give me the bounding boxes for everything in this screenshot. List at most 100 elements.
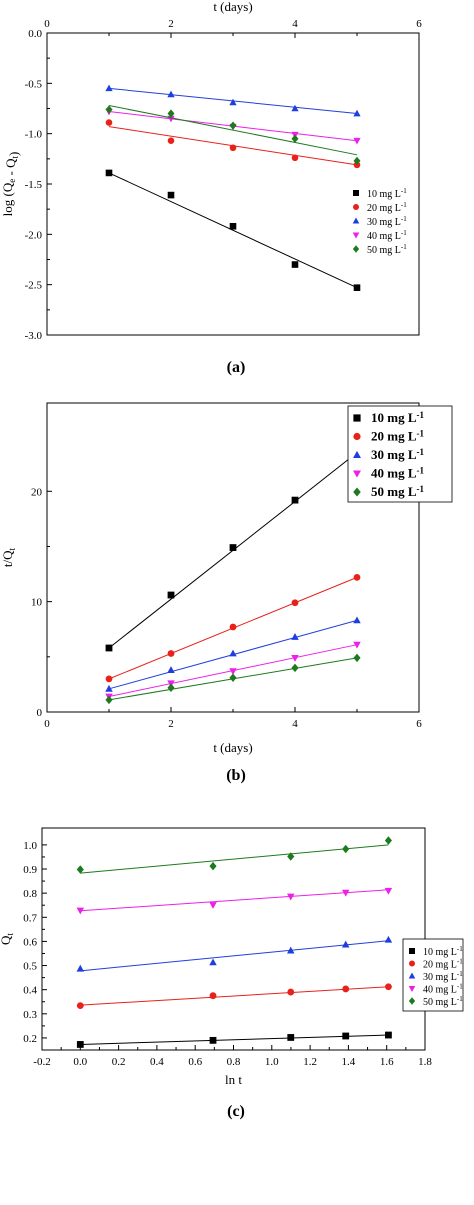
data-point (384, 935, 393, 943)
panel-b: 0 2 4 6 0 10 20 t (days) t/Qt 10 mg L-1 20 mg L-1 3… (0, 402, 453, 784)
data-point (105, 119, 113, 126)
y-tick-label: -1.0 (25, 129, 43, 141)
y-tick-label: 0.9 (23, 864, 37, 876)
series-1 (76, 1031, 392, 1048)
panel-c: -0.2 0.0 0.2 0.4 0.6 0.8 1.0 1.2 1.4 1.6 1.8 0.2 0.3… (0, 827, 464, 1120)
series-2 (105, 573, 361, 683)
data-point (291, 655, 299, 662)
data-point (287, 1034, 295, 1041)
data-point (229, 673, 237, 683)
y-tick-label: 10 (31, 597, 43, 609)
data-point (385, 983, 392, 991)
panel-label: (a) (227, 359, 246, 376)
data-point (229, 222, 237, 230)
x-tick-label: 1.2 (303, 1056, 317, 1068)
series-2 (105, 119, 361, 169)
data-point (353, 137, 361, 145)
data-point (342, 844, 350, 854)
y-tick-label: 20 (31, 486, 43, 498)
legend: 10 mg L-120 mg L-130 mg L-140 mg L-150 m… (352, 187, 407, 256)
legend-marker (353, 432, 361, 441)
legend-label: 30 mg L-1 (423, 970, 463, 983)
legend-marker (352, 217, 360, 224)
data-point (229, 98, 237, 106)
data-point (209, 861, 217, 871)
legend-label: 50 mg L-1 (367, 243, 407, 256)
fit-line (108, 104, 358, 156)
y-tick-label: 0.6 (23, 936, 37, 948)
y-tick-label: 0.3 (23, 1009, 37, 1021)
data-point (105, 695, 113, 705)
data-point (291, 599, 299, 607)
x-tick-label: 4 (292, 18, 298, 30)
series-1 (105, 169, 361, 291)
data-point (287, 946, 295, 954)
x-axis-label: ln t (225, 1072, 242, 1087)
legend-marker (353, 190, 359, 196)
data-point (342, 985, 350, 993)
panel-label: (b) (226, 767, 246, 784)
data-point (229, 649, 237, 657)
data-point (209, 902, 217, 909)
legend-marker (409, 948, 415, 954)
fit-line (80, 844, 389, 874)
data-point (167, 191, 175, 199)
data-point (167, 650, 175, 657)
x-tick-label: 0.0 (73, 1056, 87, 1068)
data-point (229, 144, 237, 152)
y-tick-label: 0.0 (28, 28, 42, 40)
fit-line (108, 172, 358, 289)
panel-a: 0 2 4 6 0.0 -0.5 -1.0 -1.5 -2.0 -2.5 -3.0 t (days) l… (0, 0, 422, 376)
data-point (353, 641, 361, 649)
y-tick-label: -3.0 (25, 330, 43, 342)
data-point (291, 663, 299, 673)
y-axis-label: log (Qe - Qt) (0, 152, 21, 217)
data-point (353, 156, 361, 165)
fit-line (80, 940, 389, 972)
data-point (291, 496, 299, 504)
data-point (291, 261, 299, 268)
x-tick-label: 2 (168, 718, 174, 730)
series-3 (105, 84, 361, 117)
legend-label: 10 mg L-1 (371, 410, 424, 425)
plot-frame (46, 32, 420, 336)
data-point (76, 964, 85, 972)
data-point (105, 675, 113, 683)
data-point (229, 544, 237, 551)
fit-line (80, 986, 389, 1006)
legend-marker (408, 997, 416, 1005)
series-4 (76, 887, 393, 915)
data-point (167, 137, 175, 145)
legend-marker (352, 245, 360, 253)
y-tick-label: 0.8 (23, 888, 37, 900)
data-point (167, 109, 175, 118)
data-point (209, 992, 217, 1000)
data-point (287, 988, 295, 996)
data-point (353, 573, 361, 581)
data-point (105, 169, 113, 177)
legend-label: 40 mg L-1 (371, 466, 424, 481)
legend-marker (353, 470, 361, 478)
data-point (287, 893, 295, 901)
legend-label: 30 mg L-1 (367, 215, 407, 228)
y-tick-label: 0.7 (23, 912, 37, 924)
data-point (353, 653, 361, 663)
series-1 (105, 449, 361, 652)
data-point (76, 1041, 84, 1048)
y-tick-label: 0.2 (23, 1033, 37, 1045)
fit-line (80, 1034, 389, 1045)
plot-frame (41, 827, 426, 1051)
data-point (76, 1002, 84, 1009)
data-point (229, 121, 237, 130)
data-point (353, 616, 361, 624)
x-tick-label: 1.6 (380, 1056, 394, 1068)
data-point (76, 865, 84, 874)
x-tick-label: 1.4 (342, 1056, 356, 1068)
data-point (342, 1032, 350, 1040)
legend-label: 20 mg L-1 (367, 201, 407, 214)
data-point (341, 940, 350, 948)
legend-marker (408, 985, 416, 992)
legend-label: 20 mg L-1 (371, 429, 424, 444)
legend-label: 20 mg L-1 (423, 958, 463, 971)
